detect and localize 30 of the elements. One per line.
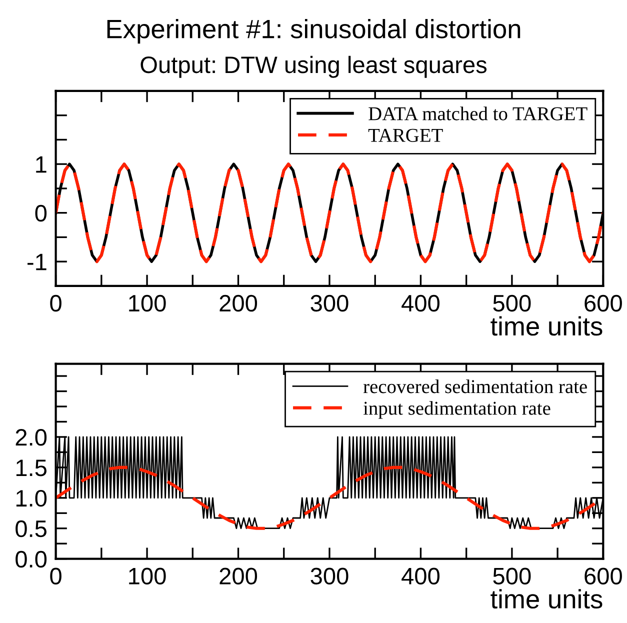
x-tick-label: 600 <box>584 294 622 312</box>
x-axis-title: time units <box>490 589 602 609</box>
x-tick-label: 400 <box>402 294 440 312</box>
chart-title: Experiment #1: sinusoidal distortion <box>107 19 520 44</box>
x-tick-label: 300 <box>310 294 348 312</box>
y-tick-label: 1.0 <box>16 490 47 507</box>
y-tick-label: 1 <box>36 156 46 173</box>
y-tick-label: 1.5 <box>16 460 46 476</box>
chart-subtitle: Output: DTW using least squares <box>140 56 487 78</box>
y-tick-label: 0.0 <box>16 550 47 568</box>
legend-label: TARGET <box>368 128 443 142</box>
x-tick-label: 300 <box>310 568 348 585</box>
x-tick-label: 200 <box>220 294 258 312</box>
x-tick-label: 600 <box>584 568 622 585</box>
legend-label: input sedimentation rate <box>363 401 550 419</box>
legend-label: recovered sedimentation rate <box>363 380 587 394</box>
x-tick-label: 500 <box>493 568 531 585</box>
x-tick-label: 200 <box>220 568 258 585</box>
x-tick-label: 0 <box>50 568 62 585</box>
x-tick-label: 0 <box>50 294 62 312</box>
x-axis-title: time units <box>490 316 602 336</box>
y-tick-label: 2.0 <box>16 429 47 446</box>
legend-label: DATA matched to TARGET <box>368 106 588 120</box>
x-tick-label: 100 <box>129 294 166 312</box>
x-tick-label: 500 <box>493 294 531 312</box>
x-tick-label: 100 <box>129 568 166 585</box>
y-tick-label: -1 <box>28 254 46 270</box>
y-tick-label: 0.5 <box>16 520 46 538</box>
x-tick-label: 400 <box>402 568 440 585</box>
y-tick-label: 0 <box>35 204 47 222</box>
